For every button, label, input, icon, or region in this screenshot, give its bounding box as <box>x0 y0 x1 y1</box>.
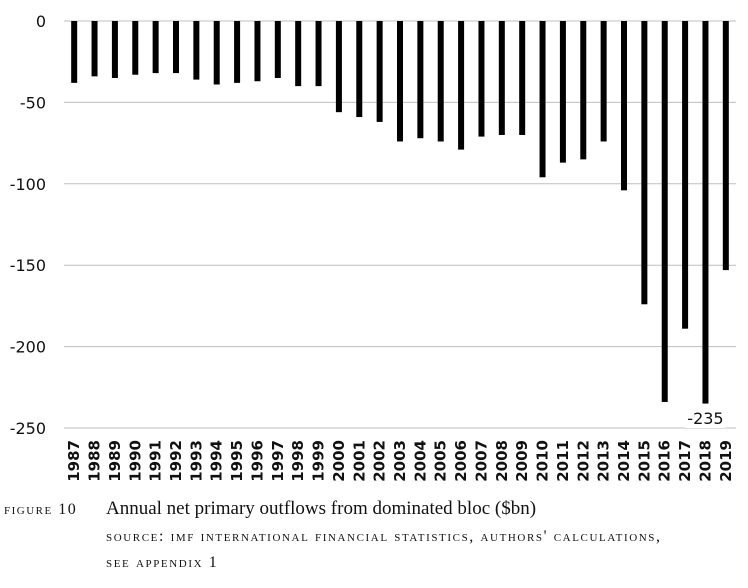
bar-1999 <box>315 21 322 87</box>
bar-1990 <box>132 21 139 75</box>
bar-2003 <box>397 21 403 142</box>
figure-label: Figure 10 <box>4 501 78 518</box>
x-tick-label: 2006 <box>452 440 470 482</box>
x-tick-label: 2012 <box>574 440 592 482</box>
y-tick-label: -150 <box>10 256 46 275</box>
x-tick-label: 2009 <box>513 440 531 482</box>
bar-1994 <box>213 21 220 85</box>
x-tick-label: 1997 <box>269 440 287 482</box>
x-tick-label: 2004 <box>411 440 429 482</box>
bar-2002 <box>376 21 383 122</box>
x-tick-label: 1998 <box>289 440 307 482</box>
x-tick-label: 1995 <box>228 440 246 482</box>
chart-svg: 0 -50 -100 -150 -200 -250 1987 1988 1989 1990 1991… <box>10 12 736 482</box>
x-tick-label: 1988 <box>86 440 104 482</box>
x-tick-label: 2000 <box>330 440 348 482</box>
x-tick-label: 1996 <box>248 440 266 482</box>
bar-2017 <box>682 21 689 329</box>
x-tick-label: 2010 <box>534 440 552 482</box>
x-tick-label: 1993 <box>187 440 205 482</box>
y-tick-label: -200 <box>10 338 46 357</box>
x-tick-label: 2003 <box>391 440 409 482</box>
bar-chart: 0 -50 -100 -150 -200 -250 1987 1988 1989 1990 1991… <box>10 12 736 482</box>
bar-2008 <box>498 21 505 135</box>
bar-2004 <box>417 21 424 139</box>
bar-2014 <box>621 21 627 191</box>
bar-1989 <box>111 21 118 78</box>
x-tick-label: 2017 <box>676 440 694 482</box>
x-tick-label: 2007 <box>472 440 490 482</box>
y-tick-label: 0 <box>36 12 46 31</box>
x-tick-label: 2011 <box>554 440 572 482</box>
bar-2018 <box>702 21 709 404</box>
bar-1991 <box>152 21 159 74</box>
x-tick-label: 2005 <box>432 440 450 482</box>
x-tick-label: 1990 <box>126 440 144 482</box>
x-tick-label: 1991 <box>147 440 165 482</box>
bar-2012 <box>580 21 587 160</box>
y-tick-label: -50 <box>20 93 46 112</box>
bar-1998 <box>295 21 302 87</box>
figure-source: Source: IMF International Financial Stat… <box>106 528 662 571</box>
bar-1997 <box>274 21 281 78</box>
bar-2007 <box>478 21 485 137</box>
bar-2005 <box>437 21 444 142</box>
bar-2011 <box>559 21 566 163</box>
x-tick-label: 2015 <box>635 440 653 482</box>
bar-2009 <box>519 21 526 135</box>
figure-title: Annual net primary outflows from dominat… <box>106 498 537 519</box>
x-tick-label: 2001 <box>350 440 368 482</box>
y-tick-label: -100 <box>10 175 46 194</box>
x-tick-label: 2002 <box>371 440 389 482</box>
figure-caption: Figure 10 Annual net primary outflows fr… <box>4 498 744 576</box>
bar-1995 <box>234 21 241 83</box>
bar-2001 <box>356 21 363 118</box>
bar-2010 <box>539 21 546 178</box>
bar-2019 <box>722 21 729 271</box>
bar-1992 <box>173 21 179 74</box>
x-tick-label: 2018 <box>696 440 714 482</box>
x-tick-label: 1999 <box>310 440 328 482</box>
x-tick-label: 1994 <box>208 440 226 482</box>
y-tick-label: -250 <box>10 419 46 438</box>
bar-1996 <box>254 21 261 82</box>
bar-2015 <box>641 21 648 305</box>
x-tick-label: 2019 <box>717 440 735 482</box>
x-tick-label: 2013 <box>595 440 613 482</box>
bar-2016 <box>661 21 668 402</box>
bar-1993 <box>193 21 200 80</box>
data-label-background <box>685 409 726 428</box>
bar-2013 <box>600 21 607 142</box>
x-tick-label: 1992 <box>167 440 185 482</box>
data-label: -235 <box>687 409 723 428</box>
bar-2006 <box>458 21 465 150</box>
x-tick-label: 2008 <box>493 440 511 482</box>
x-tick-label: 1989 <box>106 440 124 482</box>
bar-1987 <box>71 21 78 83</box>
bar-2000 <box>335 21 342 113</box>
x-tick-label: 2014 <box>615 440 633 482</box>
bar-1988 <box>91 21 98 77</box>
x-tick-label: 2016 <box>656 440 674 482</box>
x-tick-label: 1987 <box>65 440 83 482</box>
